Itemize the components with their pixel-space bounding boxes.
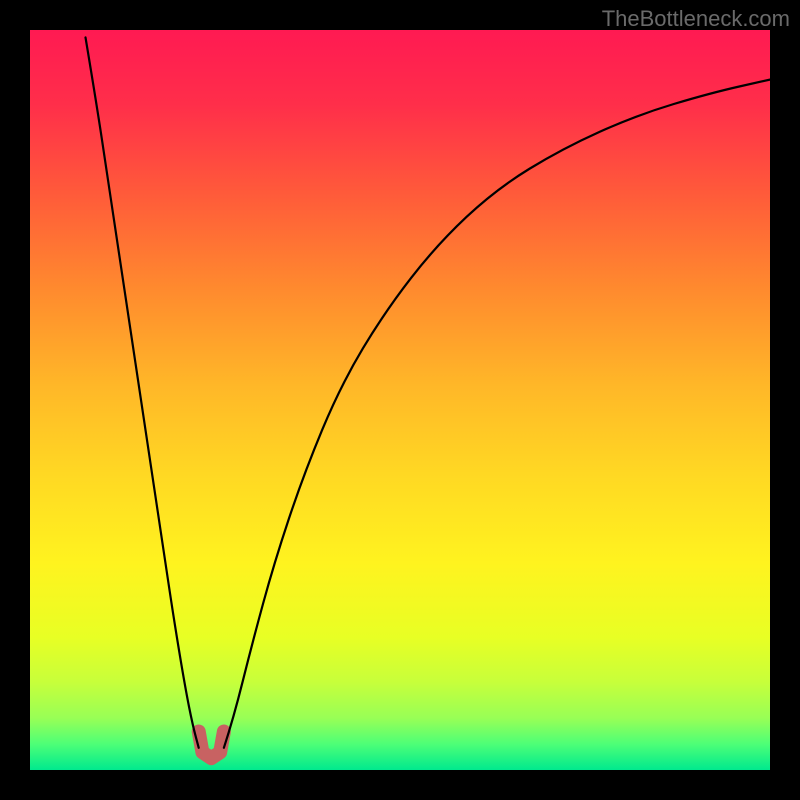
- watermark-text: TheBottleneck.com: [602, 6, 790, 32]
- marker-u-notch: [199, 732, 224, 759]
- plot-frame: [30, 30, 770, 770]
- curve-left: [86, 37, 199, 747]
- plot-area: [30, 30, 770, 770]
- curve-right: [224, 80, 770, 748]
- curve-layer: [30, 30, 770, 770]
- chart-stage: TheBottleneck.com: [0, 0, 800, 800]
